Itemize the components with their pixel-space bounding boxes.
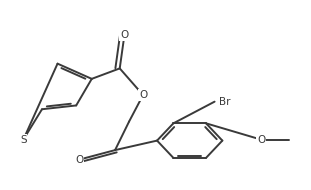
Text: O: O: [120, 30, 128, 40]
Text: O: O: [139, 90, 147, 100]
Text: O: O: [257, 135, 265, 145]
Text: S: S: [20, 135, 27, 145]
Text: O: O: [75, 155, 83, 165]
Text: Br: Br: [219, 97, 231, 107]
